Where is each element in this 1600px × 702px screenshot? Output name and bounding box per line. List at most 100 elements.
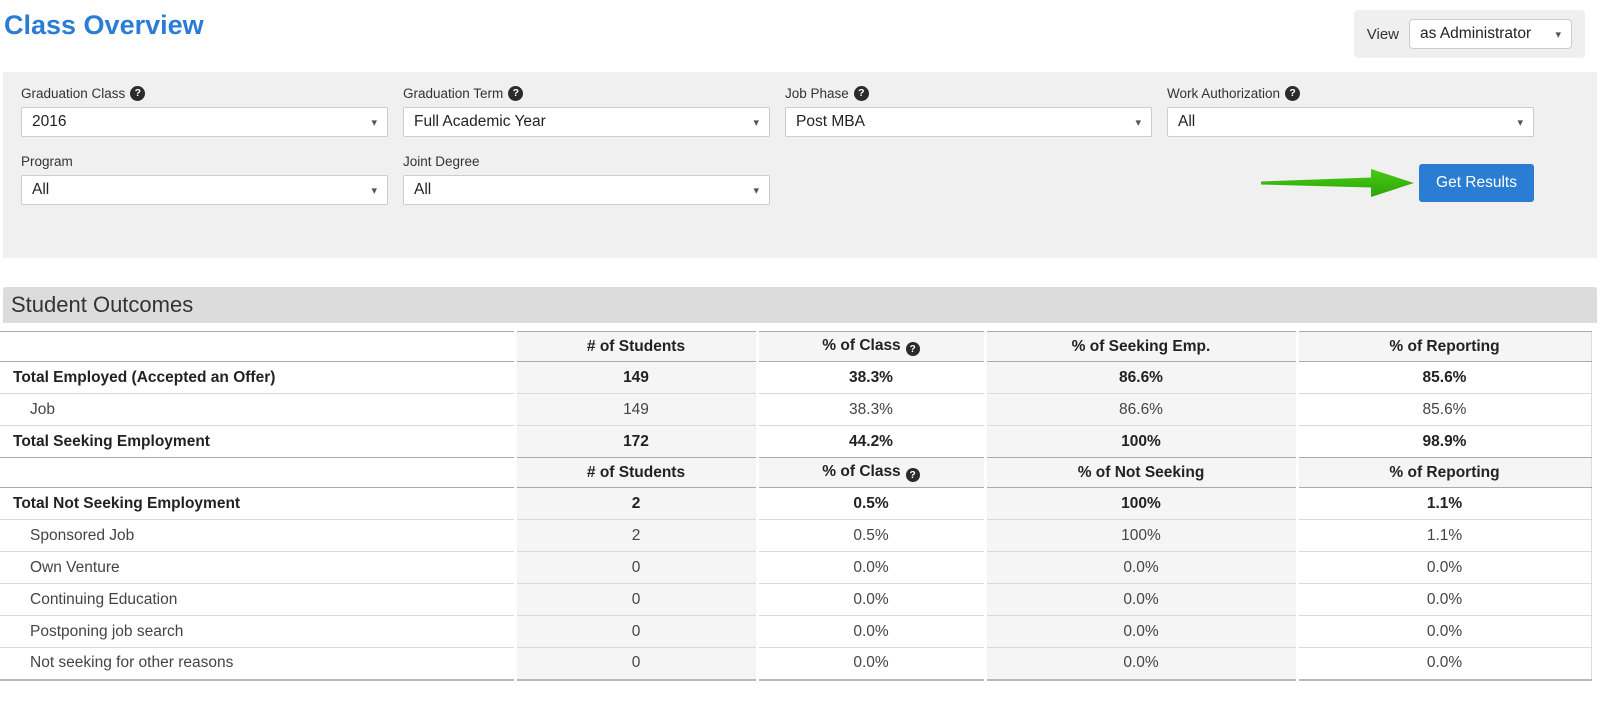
student-outcomes-table: # of Students % of Class? % of Seeking E… [0,331,1592,681]
help-icon[interactable]: ? [905,468,920,483]
top-bar: Class Overview View as Administrator ▾ [0,0,1600,64]
row-value: 0.0% [1295,615,1591,648]
view-label: View [1366,25,1399,43]
row-value: 0.5% [755,519,985,552]
filter-label: Program [21,153,73,169]
row-value: 0.5% [755,487,985,520]
row-value: 0.0% [755,583,985,616]
header-cell-num-students: # of Students [513,457,757,488]
page-title: Class Overview [4,10,204,40]
row-value: 0.0% [983,615,1297,648]
row-value: 149 [513,361,757,394]
graduation-class-select[interactable]: 2016 ▾ [21,107,388,137]
row-value: 0 [513,647,757,680]
row-value: 0 [513,583,757,616]
header-cell-pct-class: % of Class? [755,331,985,362]
job-phase-select[interactable]: Post MBA ▾ [785,107,1152,137]
table-row: Continuing Education 0 0.0% 0.0% 0.0% [0,583,1591,616]
filter-program: Program All ▾ [21,153,388,205]
row-label: Not seeking for other reasons [0,647,515,680]
header-cell-pct-not-seeking: % of Not Seeking [983,457,1297,488]
green-arrow-annotation [1261,169,1415,197]
filter-job-phase: Job Phase ? Post MBA ▾ [785,85,1152,137]
program-select[interactable]: All ▾ [21,175,388,205]
table-row: Job 149 38.3% 86.6% 85.6% [0,393,1591,426]
filter-work-authorization: Work Authorization ? All ▾ [1167,85,1534,137]
table-header-row-seeking: # of Students % of Class? % of Seeking E… [0,331,1591,362]
row-value: 0.0% [755,551,985,584]
row-value: 2 [513,519,757,552]
table-row: Own Venture 0 0.0% 0.0% 0.0% [0,551,1591,584]
row-value: 0.0% [983,551,1297,584]
row-label: Job [0,393,515,426]
row-value: 86.6% [983,361,1297,394]
section-title: Student Outcomes [3,287,1597,323]
row-value: 0.0% [1295,583,1591,616]
chevron-down-icon: ▾ [1517,116,1523,129]
table-row: Sponsored Job 2 0.5% 100% 1.1% [0,519,1591,552]
table-row: Postponing job search 0 0.0% 0.0% 0.0% [0,615,1591,648]
get-results-button[interactable]: Get Results [1419,164,1534,202]
row-value: 172 [513,425,757,458]
table-row: Total Not Seeking Employment 2 0.5% 100%… [0,487,1591,520]
view-select[interactable]: as Administrator ▾ [1409,19,1572,49]
filter-label: Job Phase ? [785,85,1152,101]
row-value: 1.1% [1295,487,1591,520]
row-value: 149 [513,393,757,426]
help-icon[interactable]: ? [130,85,146,101]
row-value: 100% [983,519,1297,552]
filter-panel: Graduation Class ? 2016 ▾ Graduation Ter… [3,72,1597,258]
row-value: 0.0% [983,647,1297,680]
help-icon[interactable]: ? [853,85,869,101]
chevron-down-icon: ▾ [1555,28,1561,41]
filter-joint-degree: Joint Degree All ▾ [403,153,770,205]
header-cell-pct-class: % of Class? [755,457,985,488]
row-value: 98.9% [1295,425,1591,458]
row-label: Continuing Education [0,583,515,616]
header-cell-pct-seeking: % of Seeking Emp. [983,331,1297,362]
chevron-down-icon: ▾ [753,184,759,197]
filter-graduation-class: Graduation Class ? 2016 ▾ [21,85,388,137]
row-value: 1.1% [1295,519,1591,552]
work-authorization-select[interactable]: All ▾ [1167,107,1534,137]
row-value: 0 [513,615,757,648]
filter-row-2: Program All ▾ Joint Degree All ▾ [21,153,1579,205]
filter-graduation-term: Graduation Term ? Full Academic Year ▾ [403,85,770,137]
row-value: 38.3% [755,393,985,426]
view-select-value: as Administrator [1420,25,1532,42]
joint-degree-select[interactable]: All ▾ [403,175,770,205]
table-header-row-not-seeking: # of Students % of Class? % of Not Seeki… [0,457,1591,488]
row-label: Total Employed (Accepted an Offer) [0,361,515,394]
chevron-down-icon: ▾ [753,116,759,129]
graduation-term-select[interactable]: Full Academic Year ▾ [403,107,770,137]
row-label: Own Venture [0,551,515,584]
header-cell-pct-reporting: % of Reporting [1295,331,1591,362]
row-value: 44.2% [755,425,985,458]
row-value: 85.6% [1295,393,1591,426]
filter-label: Work Authorization ? [1167,85,1534,101]
row-label: Postponing job search [0,615,515,648]
header-cell-num-students: # of Students [513,331,757,362]
table-row: Not seeking for other reasons 0 0.0% 0.0… [0,647,1591,680]
row-value: 0.0% [1295,647,1591,680]
table-row: Total Employed (Accepted an Offer) 149 3… [0,361,1591,394]
help-icon[interactable]: ? [508,85,524,101]
row-value: 0 [513,551,757,584]
header-cell-empty [0,331,515,362]
help-icon[interactable]: ? [1285,85,1301,101]
header-cell-empty [0,457,515,488]
submit-group: Get Results [1261,164,1534,202]
row-label: Total Not Seeking Employment [0,487,515,520]
row-value: 85.6% [1295,361,1591,394]
row-value: 38.3% [755,361,985,394]
chevron-down-icon: ▾ [371,184,377,197]
chevron-down-icon: ▾ [371,116,377,129]
row-value: 0.0% [755,615,985,648]
row-value: 2 [513,487,757,520]
row-value: 0.0% [1295,551,1591,584]
row-value: 0.0% [755,647,985,680]
filter-label: Joint Degree [403,153,480,169]
help-icon[interactable]: ? [905,342,920,357]
row-label: Sponsored Job [0,519,515,552]
filter-row-1: Graduation Class ? 2016 ▾ Graduation Ter… [21,85,1579,137]
